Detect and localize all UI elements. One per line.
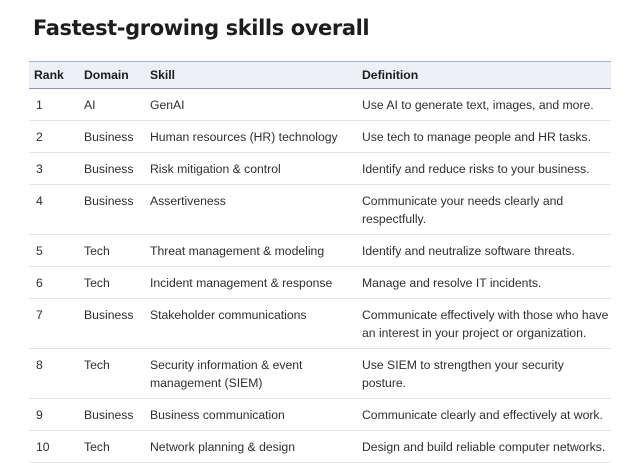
domain-cell: Business xyxy=(84,308,134,322)
rank-cell: 10 xyxy=(36,440,50,454)
domain-cell: Tech xyxy=(84,440,110,454)
definition-cell: Identify and neutralize software threats… xyxy=(362,244,575,258)
skill-cell: Assertiveness xyxy=(150,194,226,208)
table-row: 4 Business Assertiveness Communicate you… xyxy=(29,185,611,235)
table-row: 7 Business Stakeholder communications Co… xyxy=(29,299,611,349)
header-row: Rank Domain Skill Definition xyxy=(29,61,611,89)
skill-cell: Stakeholder communications xyxy=(150,308,307,322)
domain-cell: Tech xyxy=(84,276,110,290)
rank-cell: 6 xyxy=(36,276,43,290)
skills-table: Rank Domain Skill Definition 1 AI GenAI … xyxy=(29,61,611,463)
definition-cell: Use SIEM to strengthen your security pos… xyxy=(362,358,564,390)
rank-cell: 3 xyxy=(36,162,43,176)
definition-cell: Use tech to manage people and HR tasks. xyxy=(362,130,591,144)
skill-cell: Security information & event management … xyxy=(150,358,303,390)
rank-cell: 4 xyxy=(36,194,43,208)
rank-cell: 1 xyxy=(36,98,43,112)
header-rank: Rank xyxy=(34,68,64,82)
table-row: 1 AI GenAI Use AI to generate text, imag… xyxy=(29,89,611,121)
domain-cell: AI xyxy=(84,98,96,112)
table-row: 10 Tech Network planning & design Design… xyxy=(29,431,611,463)
rank-cell: 8 xyxy=(36,358,43,372)
definition-cell: Manage and resolve IT incidents. xyxy=(362,276,542,290)
skill-cell: Threat management & modeling xyxy=(150,244,325,258)
skill-cell: Incident management & response xyxy=(150,276,333,290)
definition-cell: Communicate your needs clearly and respe… xyxy=(362,194,564,226)
skill-cell: Business communication xyxy=(150,408,285,422)
header-domain: Domain xyxy=(84,68,129,82)
table-row: 2 Business Human resources (HR) technolo… xyxy=(29,121,611,153)
page-title: Fastest-growing skills overall xyxy=(33,16,370,40)
table-row: 9 Business Business communication Commun… xyxy=(29,399,611,431)
skill-cell: Human resources (HR) technology xyxy=(150,130,338,144)
skill-cell: GenAI xyxy=(150,98,185,112)
rank-cell: 7 xyxy=(36,308,43,322)
definition-cell: Use AI to generate text, images, and mor… xyxy=(362,98,594,112)
table-row: 6 Tech Incident management & response Ma… xyxy=(29,267,611,299)
rank-cell: 5 xyxy=(36,244,43,258)
domain-cell: Tech xyxy=(84,244,110,258)
table-row: 8 Tech Security information & event mana… xyxy=(29,349,611,399)
rank-cell: 2 xyxy=(36,130,43,144)
skill-cell: Risk mitigation & control xyxy=(150,162,281,176)
domain-cell: Business xyxy=(84,194,134,208)
definition-cell: Communicate clearly and effectively at w… xyxy=(362,408,603,422)
rank-cell: 9 xyxy=(36,408,43,422)
domain-cell: Business xyxy=(84,408,134,422)
table-body: 1 AI GenAI Use AI to generate text, imag… xyxy=(29,89,611,463)
domain-cell: Business xyxy=(84,162,134,176)
table-header: Rank Domain Skill Definition xyxy=(29,61,611,89)
table-row: 5 Tech Threat management & modeling Iden… xyxy=(29,235,611,267)
definition-cell: Identify and reduce risks to your busine… xyxy=(362,162,590,176)
header-definition: Definition xyxy=(362,68,419,82)
definition-cell: Communicate effectively with those who h… xyxy=(362,308,609,340)
table-row: 3 Business Risk mitigation & control Ide… xyxy=(29,153,611,185)
skill-cell: Network planning & design xyxy=(150,440,295,454)
domain-cell: Business xyxy=(84,130,134,144)
header-skill: Skill xyxy=(150,68,176,82)
definition-cell: Design and build reliable computer netwo… xyxy=(362,440,606,454)
domain-cell: Tech xyxy=(84,358,110,372)
